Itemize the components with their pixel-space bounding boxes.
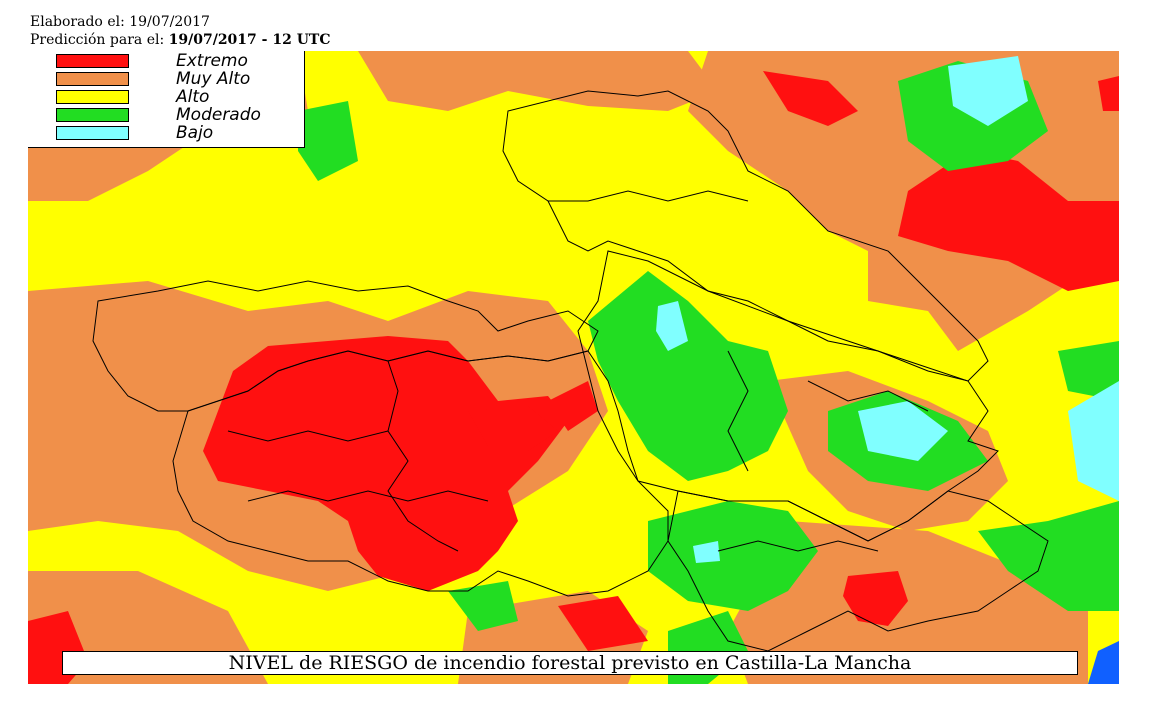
inner-lines-5 xyxy=(727,350,749,472)
legend-item-moderado: Moderado xyxy=(56,105,304,125)
legend-item-bajo: Bajo xyxy=(56,123,304,143)
legend-swatch-alto xyxy=(56,90,129,104)
legend-swatch-extremo xyxy=(56,54,129,68)
risk-map xyxy=(28,51,1119,684)
elaborado-label: Elaborado el: xyxy=(30,14,125,30)
inner-lines-1 xyxy=(387,360,459,552)
ciudad-real-border xyxy=(172,350,669,597)
albacete-border xyxy=(667,490,1049,652)
legend-label-moderado: Moderado xyxy=(176,105,261,125)
legend-swatch-bajo xyxy=(56,126,129,140)
legend: Extremo Muy Alto Alto Moderado Bajo xyxy=(28,51,305,148)
bajo-zones xyxy=(656,56,1119,563)
inner-lines-4 xyxy=(548,190,749,202)
inner-lines-2 xyxy=(227,430,389,442)
legend-label-alto: Alto xyxy=(176,87,210,107)
prediccion-value: 19/07/2017 - 12 UTC xyxy=(168,32,331,48)
legend-swatch-muy-alto xyxy=(56,72,129,86)
elaborado-date: 19/07/2017 xyxy=(129,14,210,30)
legend-label-bajo: Bajo xyxy=(176,123,214,143)
inner-lines-6 xyxy=(807,380,929,412)
legend-label-muy-alto: Muy Alto xyxy=(176,69,251,89)
legend-label-extremo: Extremo xyxy=(176,51,248,71)
map-caption: NIVEL de RIESGO de incendio forestal pre… xyxy=(62,651,1078,675)
prediccion-line: Predicción para el: 19/07/2017 - 12 UTC xyxy=(30,32,330,48)
inner-lines-3 xyxy=(247,490,489,502)
extremo-zones xyxy=(28,71,1119,684)
sea-zone xyxy=(1088,641,1119,684)
legend-item-extremo: Extremo xyxy=(56,51,304,71)
legend-item-alto: Alto xyxy=(56,87,304,107)
province-borders xyxy=(92,90,1049,652)
inner-lines-7 xyxy=(717,540,879,552)
elaborado-line: Elaborado el: 19/07/2017 xyxy=(30,14,210,30)
prediccion-label: Predicción para el: xyxy=(30,32,165,48)
legend-item-muy-alto: Muy Alto xyxy=(56,69,304,89)
legend-swatch-moderado xyxy=(56,108,129,122)
